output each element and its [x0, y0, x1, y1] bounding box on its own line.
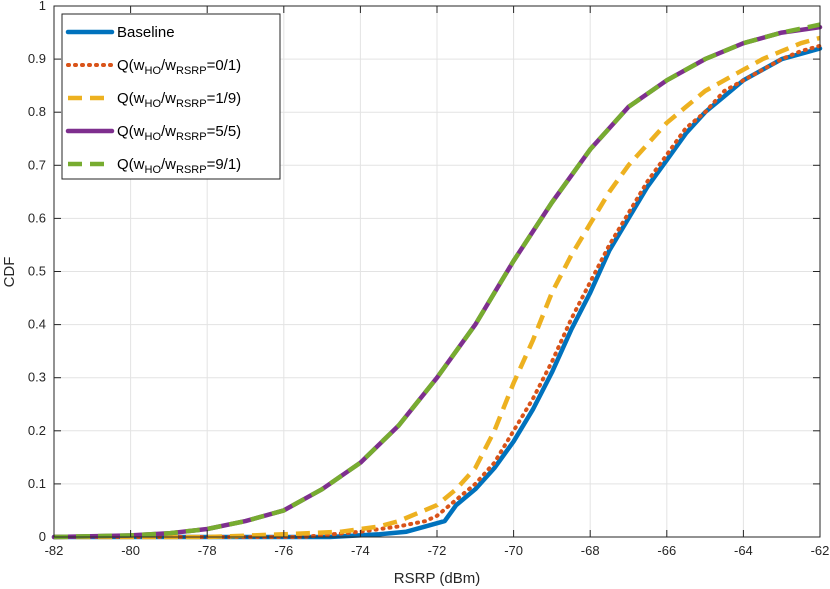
- y-tick-label: 0.4: [28, 317, 46, 332]
- series-line-1: [51, 46, 823, 540]
- y-tick-label: 0.1: [28, 476, 46, 491]
- x-tick-label: -64: [734, 543, 753, 558]
- x-tick-label: -82: [45, 543, 64, 558]
- data-series: [51, 22, 823, 540]
- x-tick-label: -76: [274, 543, 293, 558]
- x-tick-labels: -82 -80 -78 -76 -74 -72 -70 -68 -66 -64 -62: [45, 543, 830, 558]
- x-tick-label: -68: [581, 543, 600, 558]
- y-tick-label: 0.7: [28, 157, 46, 172]
- series-line-5: [53, 22, 821, 540]
- x-tick-label: -72: [428, 543, 447, 558]
- x-tick-label: -80: [121, 543, 140, 558]
- x-axis-label: RSRP (dBm): [394, 570, 480, 587]
- legend-label-4: Q(wHO/wRSRP=5/5): [117, 123, 241, 143]
- legend-label-3: Q(wHO/wRSRP=1/9): [117, 90, 241, 110]
- y-tick-label: 1: [39, 0, 46, 13]
- y-tick-labels: 0 0.1 0.2 0.3 0.4 0.5 0.6 0.7 0.8 0.9 1: [28, 0, 46, 544]
- x-tick-label: -62: [811, 543, 830, 558]
- y-tick-label: 0.5: [28, 264, 46, 279]
- x-tick-label: -74: [351, 543, 370, 558]
- series-line-3: [54, 35, 821, 540]
- y-tick-label: 0.2: [28, 423, 46, 438]
- x-tick-label: -78: [198, 543, 217, 558]
- x-tick-label: -66: [657, 543, 676, 558]
- legend-label-1: Baseline: [117, 24, 175, 41]
- legend-label-2: Q(wHO/wRSRP=0/1): [117, 57, 241, 77]
- legend-label-5: Q(wHO/wRSRP=9/1): [117, 156, 241, 176]
- y-tick-label: 0.8: [28, 104, 46, 119]
- legend: Baseline Q(wHO/wRSRP=0/1) Q(wHO/wRSRP=1/9)…: [61, 13, 281, 180]
- y-tick-label: 0.9: [28, 51, 46, 66]
- y-tick-label: 0.3: [28, 370, 46, 385]
- y-tick-label: 0: [39, 529, 46, 544]
- y-tick-label: 0.6: [28, 210, 46, 225]
- ticks: [53, 5, 821, 538]
- x-tick-label: -70: [504, 543, 523, 558]
- y-axis-label: CDF: [1, 257, 18, 288]
